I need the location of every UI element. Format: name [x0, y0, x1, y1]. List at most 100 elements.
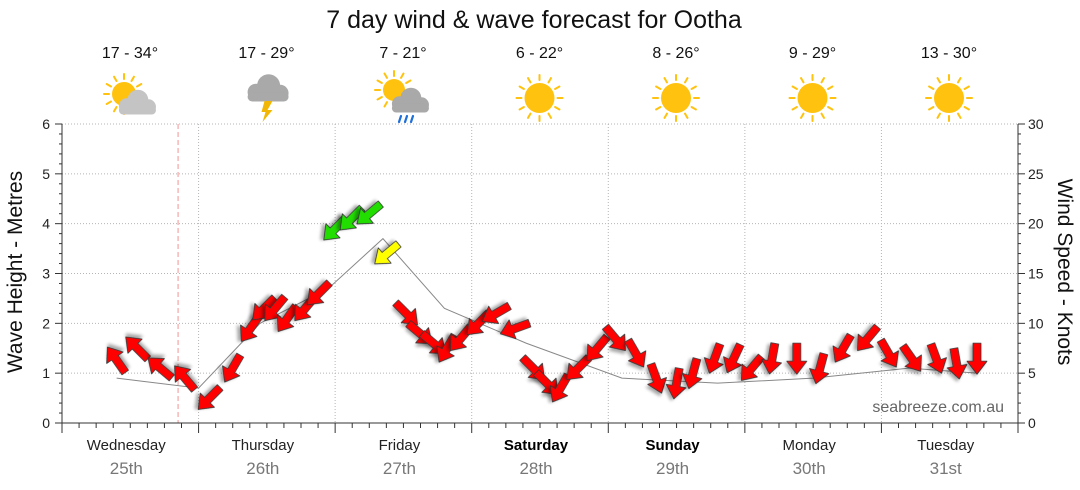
- y2-axis-label: Wind Speed - Knots: [1053, 179, 1076, 366]
- sun-ray: [376, 96, 383, 101]
- watermark: seabreeze.com.au: [872, 399, 1004, 416]
- cloud-shape: [118, 89, 156, 115]
- sun-disc: [383, 79, 405, 101]
- y2-tick-label: 20: [1028, 216, 1044, 232]
- wind-arrow: [499, 319, 532, 340]
- rain-drop: [397, 114, 403, 124]
- sun-ray: [376, 79, 383, 84]
- wind-arrow: [307, 279, 333, 306]
- day-date-label: 31st: [930, 459, 962, 478]
- wind-arrow: [197, 384, 224, 410]
- sun-ray: [554, 85, 561, 90]
- sun-ray: [690, 85, 697, 90]
- wind-arrow: [106, 346, 129, 376]
- sun-ray: [527, 112, 532, 119]
- wind-arrow: [682, 357, 703, 390]
- y-tick-label: 1: [42, 365, 50, 381]
- y-tick-label: 4: [42, 216, 50, 232]
- wind-arrow: [857, 323, 881, 351]
- wind-arrow: [147, 357, 175, 382]
- wind-arrow: [966, 342, 988, 375]
- wind-arrow: [876, 337, 899, 368]
- sun-ray: [963, 85, 970, 90]
- day-name-label: Tuesday: [917, 437, 974, 454]
- y-tick-label: 0: [42, 415, 50, 431]
- sun-ray: [820, 112, 825, 119]
- wind-arrow: [549, 372, 572, 403]
- sun-ray: [547, 77, 552, 84]
- temperature-range: 17 - 29°: [238, 45, 294, 62]
- sun-ray: [383, 72, 388, 79]
- wind-arrow: [832, 332, 855, 363]
- sun-ray: [130, 75, 135, 83]
- y-tick-label: 3: [42, 266, 50, 282]
- day-name-label: Saturday: [504, 437, 569, 454]
- y2-tick-label: 0: [1028, 415, 1036, 431]
- y-tick-label: 5: [42, 166, 50, 182]
- y2-tick-label: 30: [1028, 116, 1044, 132]
- wind-arrow: [624, 337, 647, 368]
- y2-tick-label: 5: [1028, 365, 1036, 381]
- sun-ray: [655, 106, 662, 111]
- day-name-label: Friday: [379, 437, 421, 454]
- sun-ray: [135, 83, 143, 88]
- y2-tick-label: 15: [1028, 266, 1044, 282]
- day-date-label: 30th: [793, 459, 826, 478]
- y-axis-label: Wave Height - Metres: [4, 171, 27, 373]
- wind-arrow: [809, 352, 830, 385]
- wind-arrows: [106, 200, 988, 410]
- sun-ray: [791, 85, 798, 90]
- cloud-base: [118, 105, 156, 115]
- wind-arrow: [174, 365, 199, 393]
- sun-ray: [684, 112, 689, 119]
- weather-icons-row: 17 - 34° 17 - 29° 7 - 21° 6 - 22° 8 - 26° 9 -…: [102, 45, 977, 124]
- day-date-label: 28th: [519, 459, 552, 478]
- sun-ray: [113, 105, 118, 113]
- sun-ray: [928, 85, 935, 90]
- wind-arrow: [125, 336, 151, 363]
- thunderstorm-icon: [247, 74, 289, 122]
- sun-ray: [527, 77, 532, 84]
- sun-ray: [554, 106, 561, 111]
- wave-height-line: [116, 237, 978, 389]
- sun-disc: [934, 83, 964, 113]
- day-date-label: 27th: [383, 459, 416, 478]
- sun-ray: [963, 106, 970, 111]
- sun-ray: [105, 83, 113, 88]
- sun-shape: [788, 74, 837, 122]
- sun-shape: [652, 74, 700, 122]
- cloud-base: [391, 103, 429, 113]
- y2-tick-label: 10: [1028, 315, 1044, 331]
- temperature-range: 8 - 26°: [652, 45, 699, 62]
- sun-ray: [383, 101, 388, 108]
- sun-ray: [405, 79, 412, 84]
- sun-ray: [518, 85, 525, 90]
- cloud-base: [247, 92, 289, 102]
- sunny-icon: [788, 74, 837, 122]
- wind-arrow: [703, 342, 725, 374]
- lightning-bolt: [261, 101, 273, 122]
- sun-ray: [655, 85, 662, 90]
- sun-ray: [936, 112, 941, 119]
- temperature-range: 9 - 29°: [789, 45, 836, 62]
- wind-arrow: [264, 293, 289, 322]
- temperature-range: 6 - 22°: [516, 45, 563, 62]
- y2-tick-label: 25: [1028, 166, 1044, 182]
- cloud-shape: [247, 74, 289, 102]
- sun-ray: [105, 100, 113, 105]
- wind-arrow: [356, 200, 384, 225]
- day-name-label: Sunday: [645, 437, 700, 454]
- day-date-label: 29th: [656, 459, 689, 478]
- rain-drop: [403, 114, 409, 124]
- sunny-icon: [925, 74, 973, 122]
- sun-ray: [547, 112, 552, 119]
- sun-ray: [690, 106, 697, 111]
- sun-ray: [827, 85, 834, 90]
- day-date-label: 25th: [110, 459, 143, 478]
- cloud-shape: [391, 87, 429, 113]
- wind-arrow: [723, 342, 745, 374]
- sun-disc: [797, 83, 828, 113]
- wind-arrow: [339, 204, 366, 231]
- sunny-icon: [515, 74, 564, 122]
